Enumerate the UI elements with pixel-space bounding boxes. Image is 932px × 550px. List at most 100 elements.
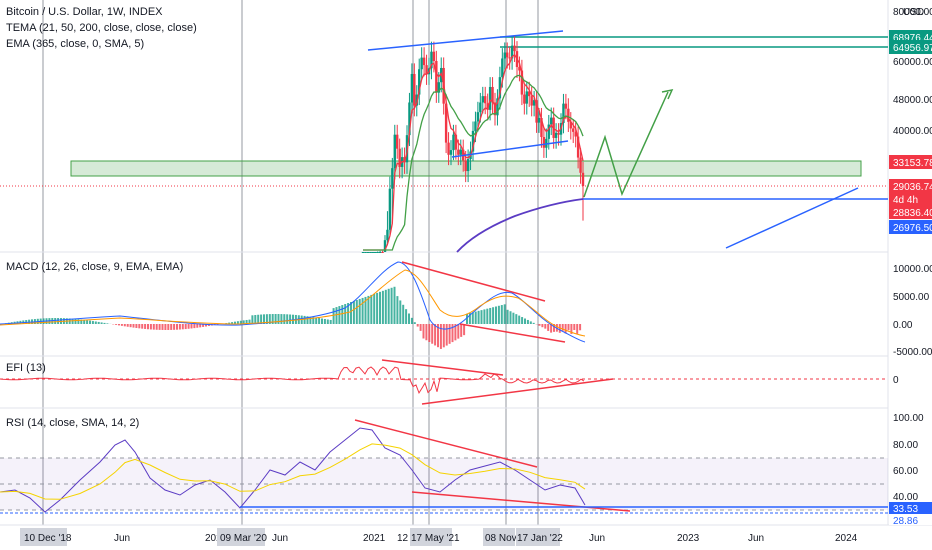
- macd-bar: [486, 308, 489, 324]
- macd-bar: [477, 310, 480, 324]
- y-tick-60000: 60000.00: [893, 57, 932, 68]
- macd-bar: [120, 324, 123, 326]
- candle-body: [564, 103, 568, 109]
- macd-bar: [228, 322, 231, 324]
- long-trendline[interactable]: [725, 187, 859, 249]
- macd-bar: [326, 319, 329, 324]
- macd-bar: [381, 290, 384, 324]
- candle-body: [476, 112, 480, 122]
- efi-pane[interactable]: EFI (13) 0: [0, 359, 899, 405]
- y-tick-80000: 80000.00: [893, 7, 932, 18]
- macd-bar: [123, 324, 126, 327]
- macd-bar: [468, 313, 471, 324]
- efi-lower-divergence[interactable]: [421, 378, 614, 405]
- macd-bar: [149, 324, 152, 330]
- macd-bar: [260, 314, 263, 324]
- candle-body: [510, 45, 514, 59]
- candle-body: [366, 252, 370, 253]
- macd-bar: [338, 306, 341, 324]
- candle-body: [493, 102, 497, 116]
- x-tick-2024: 2024: [835, 533, 858, 544]
- macd-bar: [321, 318, 323, 324]
- rsi-badge-current-text: 33.53: [893, 504, 918, 515]
- candle-body: [525, 91, 528, 104]
- x-highlight-nov-bg: [483, 528, 515, 546]
- rsi-lower-divergence[interactable]: [411, 491, 631, 512]
- time-axis[interactable]: 10 Dec '18 Jun 202 09 Mar '20 Jun 2021 1…: [20, 528, 858, 546]
- rsi-line: [0, 427, 586, 513]
- price-pane[interactable]: Bitcoin / U.S. Dollar, 1W, INDEX TEMA (2…: [0, 6, 888, 253]
- macd-bar: [509, 311, 512, 324]
- macd-bar: [553, 324, 555, 332]
- candle-body: [532, 100, 536, 106]
- lower-trendline[interactable]: [451, 140, 569, 158]
- macd-bar: [367, 295, 370, 324]
- candle-body: [430, 51, 433, 69]
- macd-bar: [100, 322, 103, 324]
- candle-body: [452, 134, 455, 151]
- x-highlight-dec18: 10 Dec '18: [24, 533, 72, 544]
- macd-bar: [242, 320, 245, 324]
- rsi-pane[interactable]: RSI (14, close, SMA, 14, 2) 100.00 80.00…: [0, 413, 932, 527]
- macd-bar: [126, 324, 129, 327]
- macd-bar: [347, 303, 350, 324]
- candle-body: [498, 77, 502, 99]
- macd-bar: [471, 312, 474, 324]
- macd-upper-divergence[interactable]: [401, 261, 546, 302]
- macd-bar: [329, 319, 332, 324]
- macd-bar: [341, 305, 344, 324]
- price-badge-3: [889, 192, 932, 206]
- candle-body: [513, 45, 516, 52]
- macd-bar: [526, 319, 529, 324]
- candle-body: [550, 117, 553, 125]
- macd-bar: [544, 324, 547, 329]
- price-axis[interactable]: 80000.00 USD 60000.00 48000.00 40000.00 …: [889, 7, 932, 234]
- macd-bar: [268, 314, 271, 324]
- price-badge-text-1: 64956.97: [893, 43, 932, 54]
- macd-bar: [393, 286, 396, 324]
- macd-bar: [376, 292, 379, 324]
- macd-bar: [466, 313, 468, 324]
- macd-bar: [318, 318, 321, 324]
- macd-bar: [173, 324, 176, 330]
- rsi-upper-divergence[interactable]: [354, 419, 538, 468]
- price-badge-4: [889, 205, 932, 219]
- price-badge-2: [889, 179, 932, 193]
- macd-bar: [497, 305, 500, 324]
- x-highlight-may21-bg: [410, 528, 452, 546]
- macd-bar: [410, 317, 413, 324]
- x-tick-jun-2023: Jun: [748, 533, 764, 544]
- candle-body: [364, 252, 367, 253]
- macd-bar: [89, 320, 91, 324]
- upper-trendline[interactable]: [367, 30, 564, 51]
- ema-legend: EMA (365, close, 0, SMA, 5): [6, 38, 144, 50]
- macd-bar: [547, 324, 550, 331]
- efi-upper-divergence[interactable]: [381, 359, 504, 376]
- macd-bar: [257, 314, 260, 324]
- macd-bar: [419, 324, 422, 331]
- projection-path[interactable]: [583, 91, 669, 198]
- x-highlight-dec18-bg: [20, 528, 67, 546]
- macd-bar: [306, 316, 309, 324]
- macd-lower-divergence[interactable]: [459, 323, 566, 343]
- macd-bar: [277, 314, 280, 324]
- macd-bar: [77, 319, 80, 324]
- macd-bar: [454, 324, 457, 341]
- candle-body: [457, 149, 460, 155]
- macd-bar: [216, 324, 219, 325]
- candle-body: [374, 252, 377, 253]
- macd-bar: [97, 321, 100, 324]
- candle-body: [471, 130, 475, 152]
- macd-bar: [379, 291, 381, 324]
- x-tick-jun-2022: Jun: [589, 533, 605, 544]
- macd-bar: [518, 315, 521, 324]
- macd-bar: [399, 300, 402, 324]
- macd-bar: [184, 324, 187, 330]
- tema-fast-line: [363, 53, 584, 251]
- macd-bar: [274, 314, 277, 324]
- price-badge-text-0: 68976.44: [893, 33, 932, 44]
- efi-tick-0: 0: [893, 375, 899, 386]
- candle-body: [496, 98, 499, 116]
- macd-pane[interactable]: MACD (12, 26, close, 9, EMA, EMA) 10000.…: [0, 261, 932, 358]
